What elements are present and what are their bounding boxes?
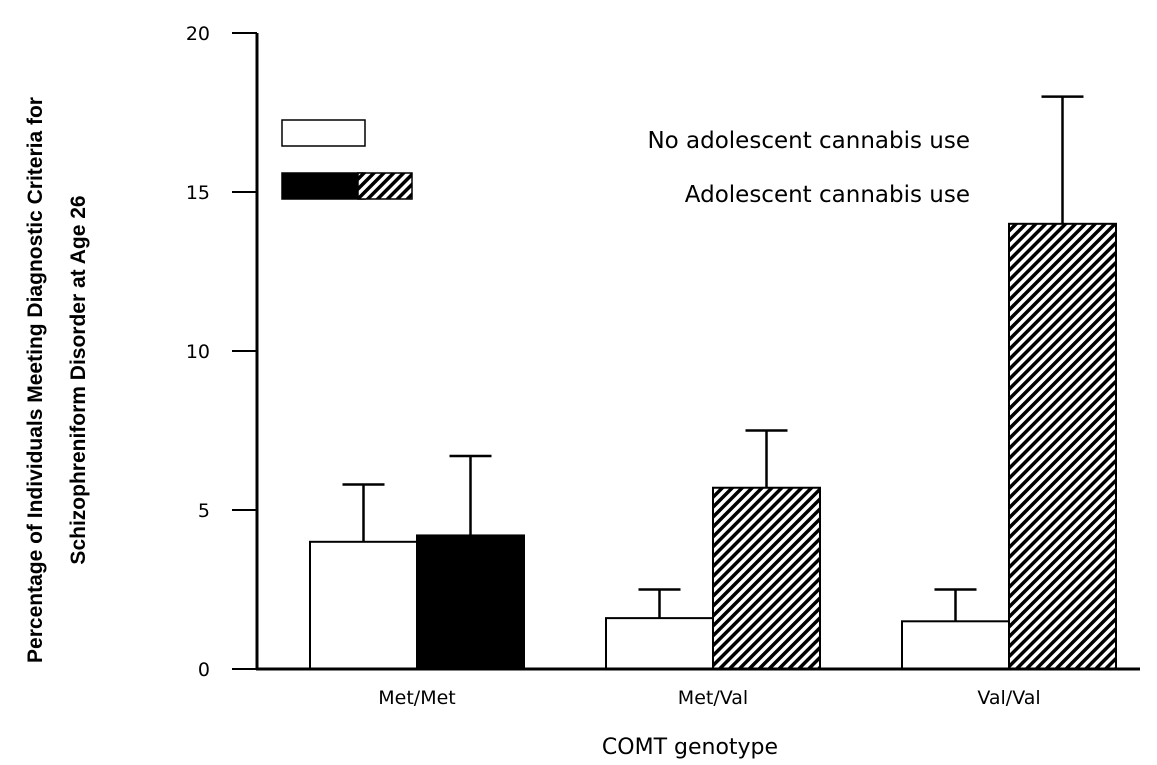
- legend-swatch-2-2: [357, 172, 413, 200]
- bar-val-val-series-2: [1008, 222, 1117, 671]
- legend-swatch-2-1: [281, 172, 366, 200]
- error-bars: [342, 95, 1084, 622]
- bars: [309, 222, 1117, 671]
- y-axis-label-line-1: Percentage of Individuals Meeting Diagno…: [24, 97, 47, 663]
- bar-met-val-series-2: [712, 486, 821, 670]
- y-tick-label-20: 20: [186, 23, 210, 45]
- legend: No adolescent cannabis use Adolescent can…: [281, 119, 970, 208]
- x-axis-label: COMT genotype: [602, 735, 778, 760]
- y-tick-label-15: 15: [186, 182, 210, 204]
- y-axis-label: Percentage of Individuals Meeting Diagno…: [24, 97, 90, 663]
- x-tick-label-met-val: Met/Val: [678, 687, 748, 709]
- bar-val-val-series-1: [901, 620, 1010, 670]
- x-axis: Met/Met Met/Val Val/Val: [256, 667, 1140, 709]
- y-tick-label-5: 5: [198, 500, 210, 522]
- y-axis-label-line-2: Schizophreniform Disorder at Age 26: [67, 195, 90, 564]
- bar-met-met-series-1: [309, 540, 418, 670]
- y-axis: 0 5 10 15 20: [186, 23, 259, 681]
- legend-swatch-1-1: [281, 119, 366, 147]
- bar-met-val-series-1: [605, 617, 714, 670]
- x-tick-label-met-met: Met/Met: [378, 687, 455, 709]
- bar-met-met-series-2: [416, 534, 525, 670]
- x-tick-label-val-val: Val/Val: [977, 687, 1040, 709]
- y-tick-label-0: 0: [198, 659, 210, 681]
- y-tick-label-10: 10: [186, 341, 210, 363]
- legend-label-1: No adolescent cannabis use: [647, 128, 970, 154]
- legend-label-2: Adolescent cannabis use: [685, 182, 970, 208]
